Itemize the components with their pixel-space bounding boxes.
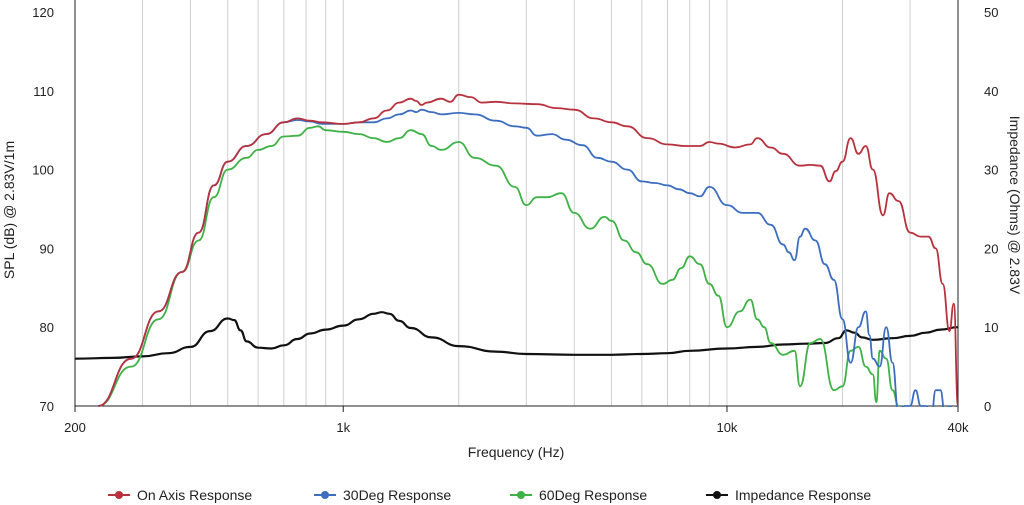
grid-lines [142,0,911,406]
y-tick-label: 90 [40,241,54,256]
x-axis-title: Frequency (Hz) [468,444,564,460]
x-tick-label: 1k [336,420,350,435]
series-lines [75,93,958,407]
legend-item-60deg-response: 60Deg Response [510,487,647,503]
plot-area [75,93,958,407]
legend-label: 30Deg Response [343,487,451,503]
series-line-30deg-response [98,108,958,407]
series-line-60deg-response [98,125,900,407]
y-tick-label: 100 [32,163,54,178]
legend-swatch-marker [321,491,329,499]
legend-label: On Axis Response [137,487,252,503]
series-line-impedance-response [75,311,958,360]
legend-item-30deg-response: 30Deg Response [314,487,451,503]
y2-tick-label: 50 [984,5,998,20]
legend-swatch-marker [713,491,721,499]
y2-axis-title: Impedance (Ohms) @ 2.83V [1007,116,1023,295]
y-tick-label: 120 [32,5,54,20]
legend-label: 60Deg Response [539,487,647,503]
x-tick-label: 40k [948,420,969,435]
y-tick-label: 80 [40,320,54,335]
y-tick-label: 70 [40,399,54,414]
y2-tick-label: 20 [984,241,998,256]
legend-label: Impedance Response [735,487,871,503]
y2-tick-label: 30 [984,163,998,178]
y2-tick-label: 40 [984,84,998,99]
y-axis-title: SPL (dB) @ 2.83V/1m [1,141,17,279]
series-line-on-axis-response [98,93,958,407]
y2-tick-label: 10 [984,320,998,335]
legend-swatch-marker [517,491,525,499]
y-tick-label: 110 [33,84,54,99]
x-tick-label: 200 [64,420,86,435]
legend-swatch-marker [115,491,123,499]
legend-item-on-axis-response: On Axis Response [108,487,252,503]
y2-tick-label: 0 [984,399,991,414]
tick-labels: 200 1k 10k 40k 70 80 90 100 110 120 0 10 20 30 40 50 [32,5,998,435]
legend-item-impedance-response: Impedance Response [706,487,871,503]
x-tick-label: 10k [716,420,737,435]
axes [74,0,959,407]
legend: On Axis Response 30Deg Response 60Deg Resp… [108,487,871,503]
